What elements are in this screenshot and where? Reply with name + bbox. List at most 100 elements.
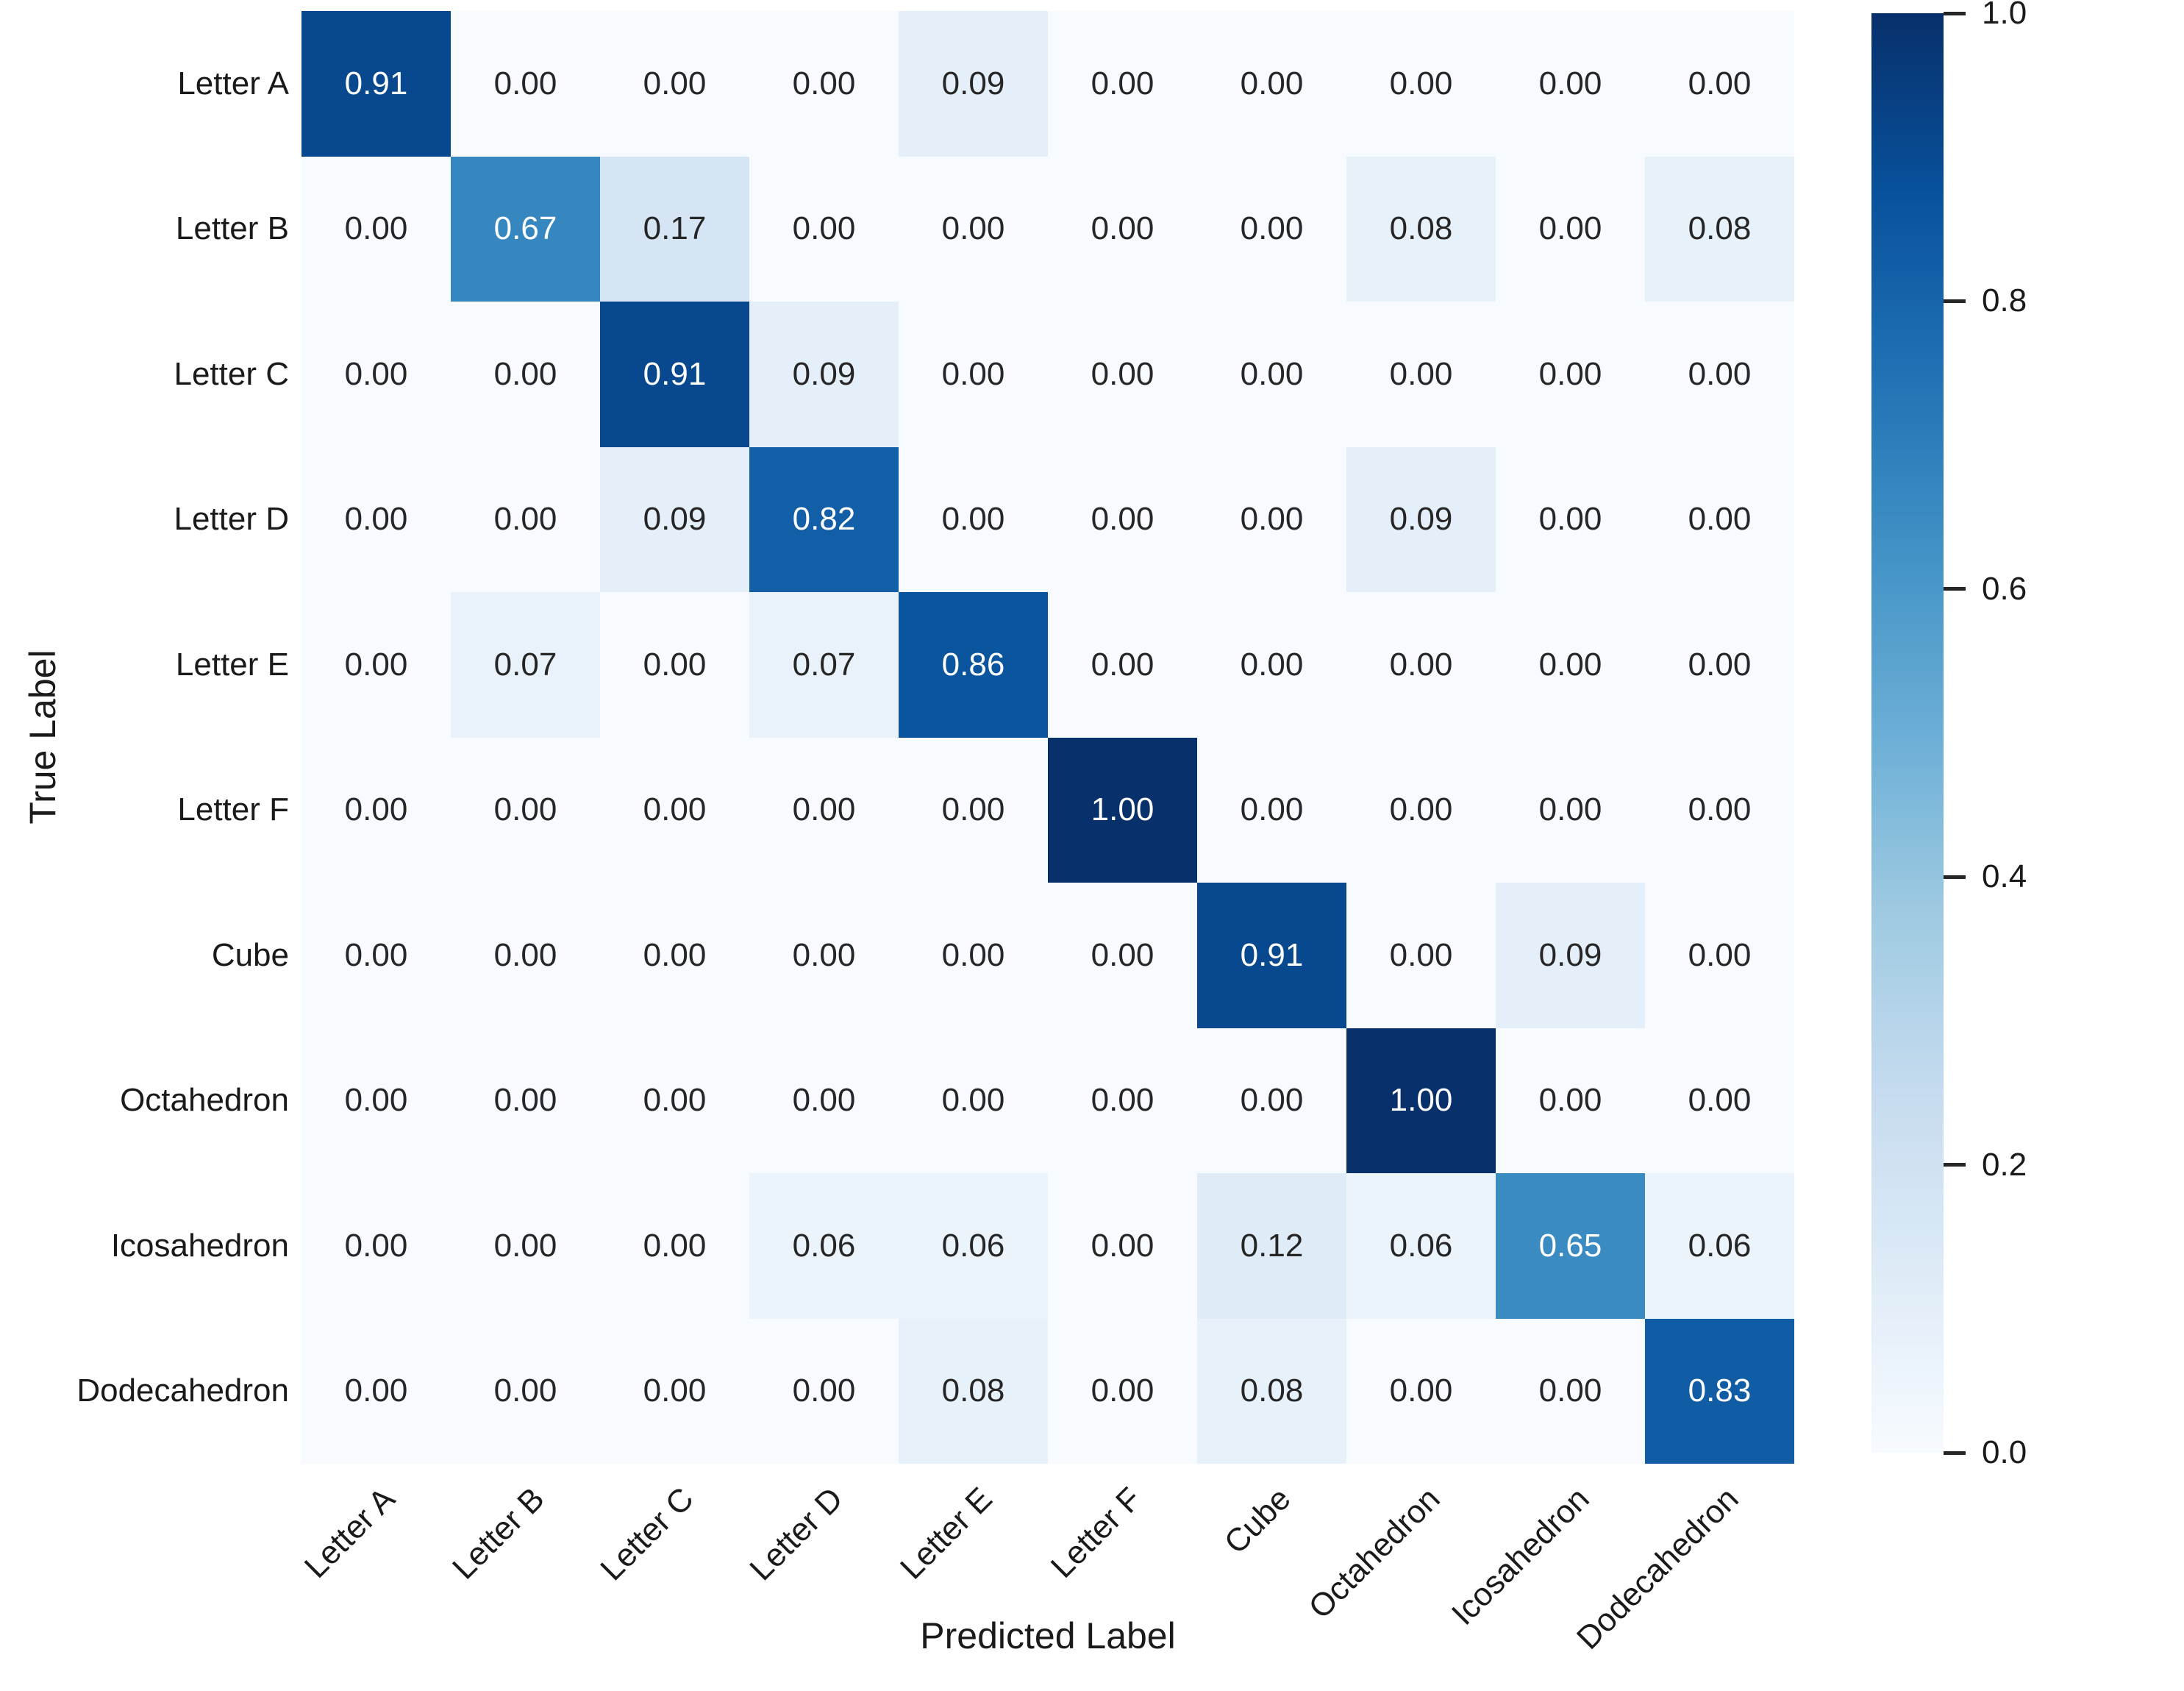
heatmap-cell: 0.00 [600,1318,749,1464]
x-tick-label: Octahedron [1301,1481,1447,1626]
heatmap-cell: 0.00 [1645,446,1794,592]
heatmap-cell: 0.07 [451,592,600,738]
heatmap-cell: 0.09 [1496,883,1645,1028]
heatmap-cell: 0.00 [1496,302,1645,447]
colorbar-tick-mark [1944,875,1966,879]
x-axis-title: Predicted Label [920,1615,1176,1656]
colorbar [1871,13,1944,1453]
heatmap-cell: 0.00 [1346,737,1496,883]
colorbar-tick-mark [1944,1163,1966,1167]
heatmap-cell: 0.00 [1645,592,1794,738]
heatmap-cell: 0.00 [1048,11,1197,157]
heatmap-cell: 0.09 [1346,446,1496,592]
heatmap-cell: 0.06 [1346,1173,1496,1319]
heatmap-cell: 0.00 [1048,592,1197,738]
heatmap-cell: 0.06 [749,1173,899,1319]
heatmap-cell: 0.00 [451,11,600,157]
heatmap-cell: 0.08 [1346,156,1496,302]
heatmap-cell: 0.06 [1645,1173,1794,1319]
heatmap-cell: 0.00 [749,11,899,157]
heatmap-cell: 0.00 [301,1028,451,1173]
y-axis-title: True Label [22,649,63,825]
heatmap-cell: 0.00 [1197,11,1346,157]
heatmap-cell: 0.65 [1496,1173,1645,1319]
x-tick-label: Letter B [445,1481,552,1587]
heatmap-cell: 0.00 [1496,592,1645,738]
heatmap-cell: 0.09 [600,446,749,592]
heatmap-cell: 0.00 [451,1173,600,1319]
heatmap-cell: 0.08 [899,1318,1048,1464]
heatmap-cell: 0.00 [749,883,899,1028]
colorbar-ticks: 1.0 0.8 0.6 0.4 0.2 0.0 [1944,0,2179,1470]
heatmap-cell: 0.00 [1048,1028,1197,1173]
heatmap-cell: 0.00 [301,302,451,447]
heatmap-cell: 0.00 [600,1173,749,1319]
x-tick-label: Icosahedron [1444,1481,1596,1632]
heatmap-cell: 0.00 [899,1028,1048,1173]
x-tick-label: Letter C [593,1481,701,1588]
colorbar-tick-label: 1.0 [1982,0,2027,31]
heatmap-cell: 0.00 [899,446,1048,592]
heatmap-cell: 0.00 [600,1028,749,1173]
colorbar-tick-mark [1944,299,1966,303]
y-tick-label: Letter E [175,646,289,683]
heatmap-cell: 0.00 [1197,592,1346,738]
heatmap-cell: 0.00 [301,737,451,883]
colorbar-tick-label: 0.4 [1982,858,2027,895]
heatmap-cell: 0.00 [451,1028,600,1173]
heatmap-cell: 0.00 [1346,11,1496,157]
heatmap-cell: 0.00 [1645,302,1794,447]
heatmap-cell: 0.12 [1197,1173,1346,1319]
heatmap-cell: 0.83 [1645,1318,1794,1464]
heatmap-cell: 0.00 [301,156,451,302]
heatmap-cell: 0.67 [451,156,600,302]
y-tick-label: Letter A [177,65,289,102]
heatmap-cell: 0.00 [451,883,600,1028]
heatmap-cell: 0.00 [899,156,1048,302]
heatmap-cell: 0.00 [1496,156,1645,302]
heatmap-cell: 0.00 [1496,737,1645,883]
heatmap-cell: 0.00 [749,1028,899,1173]
y-tick-label: Letter C [174,355,289,392]
heatmap-cell: 0.00 [1346,1318,1496,1464]
heatmap-cell: 0.00 [899,883,1048,1028]
heatmap-cell: 0.00 [749,737,899,883]
heatmap-cell: 0.00 [749,1318,899,1464]
heatmap-cell: 0.00 [1048,1173,1197,1319]
heatmap-cell: 0.91 [600,302,749,447]
heatmap-cell: 0.00 [899,737,1048,883]
colorbar-tick-label: 0.6 [1982,570,2027,607]
y-tick-label: Dodecahedron [76,1373,289,1409]
heatmap-cell: 0.09 [899,11,1048,157]
heatmap-cell: 0.00 [1197,1028,1346,1173]
x-tick-label: Letter E [893,1481,999,1587]
heatmap-cell: 0.00 [600,737,749,883]
heatmap-cell: 0.00 [899,302,1048,447]
heatmap-cell: 0.00 [301,592,451,738]
heatmap-cell: 0.00 [1645,11,1794,157]
heatmap-cell: 0.82 [749,446,899,592]
heatmap-cell: 0.00 [1346,883,1496,1028]
colorbar-tick-mark [1944,587,1966,591]
heatmap-cell: 0.00 [1346,302,1496,447]
heatmap-cell: 0.00 [1496,446,1645,592]
heatmap-cell: 0.06 [899,1173,1048,1319]
y-tick-label: Letter D [174,501,289,538]
heatmap-cell: 0.00 [301,883,451,1028]
x-tick-label: Letter A [297,1481,402,1585]
heatmap-cell: 0.00 [451,302,600,447]
heatmap-cell: 0.00 [1197,156,1346,302]
heatmap-grid: 0.91 0.00 0.00 0.00 0.09 0.00 0.00 0.00 0.00 0.00… [301,11,1794,1464]
y-axis-tick-labels: Letter A Letter B Letter C Letter D Letter E… [0,11,289,1464]
heatmap-cell: 0.00 [1048,302,1197,447]
x-tick-label: Letter F [1043,1481,1149,1585]
heatmap-cell: 0.00 [600,592,749,738]
heatmap-cell: 0.00 [1048,883,1197,1028]
heatmap-cell: 0.00 [1496,11,1645,157]
heatmap-cell: 0.00 [1645,737,1794,883]
heatmap-cell: 0.07 [749,592,899,738]
heatmap-cell: 0.00 [1645,883,1794,1028]
heatmap-cell: 0.00 [600,883,749,1028]
heatmap-cell: 0.86 [899,592,1048,738]
